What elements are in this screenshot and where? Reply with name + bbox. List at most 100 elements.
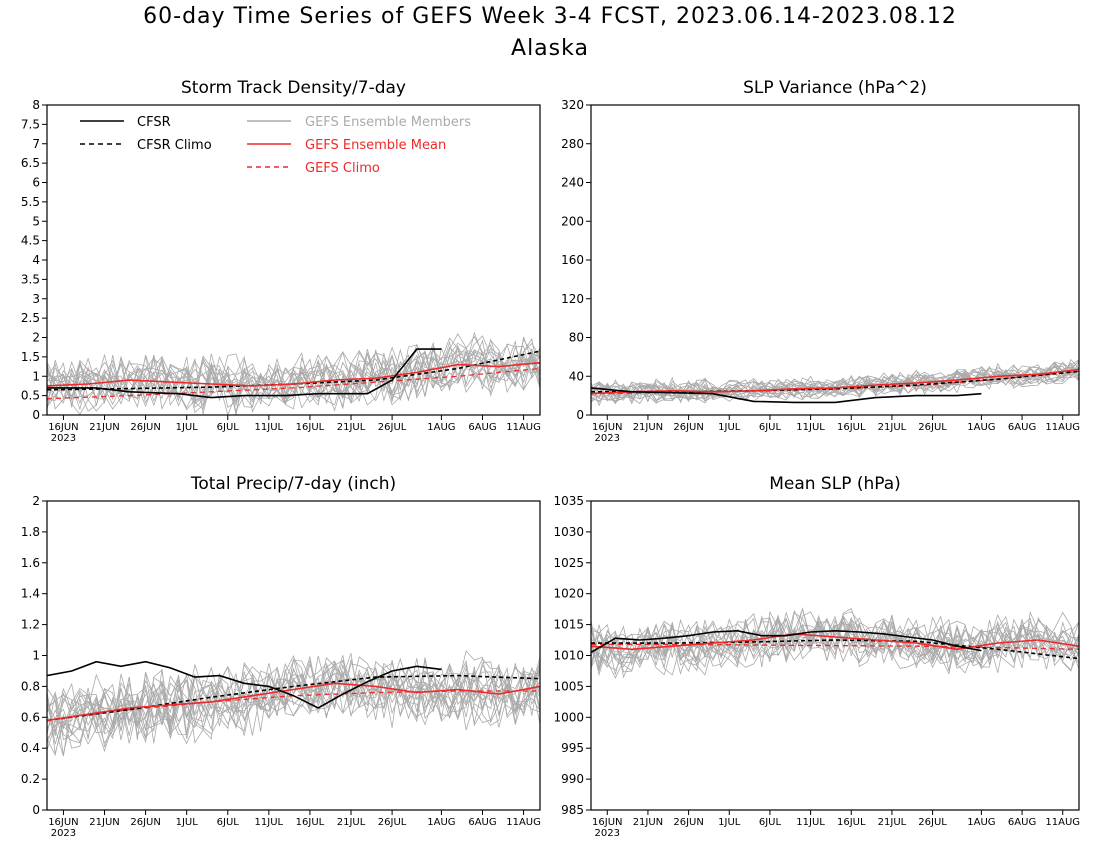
y-tick-label: 1005 bbox=[553, 679, 584, 693]
x-tick-label: 6AUG bbox=[468, 817, 496, 828]
ensemble-member-line bbox=[47, 337, 540, 410]
ensemble-member-line bbox=[47, 351, 540, 405]
x-tick-label: 16JUL bbox=[837, 422, 866, 433]
x-year-label: 2023 bbox=[595, 433, 620, 444]
y-tick-label: 985 bbox=[561, 803, 584, 817]
figure-subtitle: Alaska bbox=[511, 36, 589, 61]
ensemble-member-line bbox=[591, 616, 1079, 676]
x-tick-label: 16JUL bbox=[296, 422, 325, 433]
y-tick-label: 7 bbox=[32, 137, 40, 151]
y-tick-label: 320 bbox=[561, 98, 584, 112]
x-tick-label: 6JUL bbox=[217, 422, 240, 433]
series-line-gefs-climo bbox=[47, 367, 540, 400]
series-line-cfsr bbox=[47, 348, 442, 399]
x-tick-label: 21JUL bbox=[337, 422, 366, 433]
x-tick-label: 26JUN bbox=[130, 817, 160, 828]
x-tick-label: 16JUN bbox=[592, 817, 622, 828]
series-line-gefs-ensemble-mean bbox=[47, 682, 540, 722]
x-tick-label: 1AUG bbox=[427, 422, 455, 433]
x-tick-label: 21JUN bbox=[89, 817, 119, 828]
x-year-label: 2023 bbox=[595, 828, 620, 839]
ensemble-member-line bbox=[591, 367, 1079, 401]
y-tick-label: 240 bbox=[561, 176, 584, 190]
ensemble-member-line bbox=[47, 344, 540, 410]
x-tick-label: 1JUL bbox=[718, 422, 741, 433]
y-tick-label: 0.4 bbox=[21, 741, 40, 755]
legend-label: GEFS Ensemble Members bbox=[305, 115, 471, 130]
ensemble-member-line bbox=[591, 359, 1079, 403]
y-tick-label: 2 bbox=[32, 331, 40, 345]
y-tick-label: 6 bbox=[32, 176, 40, 190]
ensemble-member-line bbox=[591, 613, 1079, 670]
x-tick-label: 21JUL bbox=[878, 422, 907, 433]
panel-frame bbox=[46, 104, 541, 416]
series-line-gefs-climo bbox=[591, 643, 1079, 650]
x-tick-label: 26JUL bbox=[378, 817, 407, 828]
ensemble-member-line bbox=[591, 608, 1079, 672]
x-tick-label: 11AUG bbox=[506, 422, 541, 433]
x-tick-label: 21JUN bbox=[633, 817, 663, 828]
x-tick-label: 16JUN bbox=[48, 422, 78, 433]
series-line-cfsr-climo bbox=[591, 639, 1079, 660]
ensemble-member-line bbox=[47, 335, 540, 412]
x-tick-label: 16JUN bbox=[592, 422, 622, 433]
x-tick-label: 21JUL bbox=[337, 817, 366, 828]
y-tick-label: 40 bbox=[569, 369, 584, 383]
y-tick-label: 995 bbox=[561, 741, 584, 755]
x-tick-label: 26JUL bbox=[918, 422, 947, 433]
ensemble-member-line bbox=[47, 663, 540, 739]
ensemble-member-line bbox=[47, 339, 540, 415]
series-line-cfsr bbox=[47, 660, 442, 709]
x-tick-label: 21JUN bbox=[633, 422, 663, 433]
y-tick-label: 280 bbox=[561, 137, 584, 151]
x-tick-label: 1AUG bbox=[427, 817, 455, 828]
y-tick-label: 1015 bbox=[553, 618, 584, 632]
y-tick-label: 3 bbox=[32, 292, 40, 306]
y-tick-label: 1025 bbox=[553, 556, 584, 570]
y-tick-label: 6.5 bbox=[21, 156, 40, 170]
x-tick-label: 11AUG bbox=[506, 817, 541, 828]
series-line-gefs-ensemble-mean bbox=[591, 633, 1079, 651]
series-line-cfsr-climo bbox=[591, 370, 1079, 393]
y-tick-label: 0.8 bbox=[21, 679, 40, 693]
y-tick-label: 80 bbox=[569, 331, 584, 345]
panel-title: SLP Variance (hPa^2) bbox=[743, 78, 927, 98]
series-line-cfsr bbox=[591, 629, 982, 654]
x-tick-label: 6AUG bbox=[1008, 422, 1036, 433]
y-tick-label: 0 bbox=[576, 408, 584, 422]
x-tick-label: 26JUL bbox=[378, 422, 407, 433]
ensemble-member-line bbox=[591, 611, 1079, 676]
x-tick-label: 11JUL bbox=[255, 817, 284, 828]
y-tick-label: 0 bbox=[32, 803, 40, 817]
y-tick-label: 1035 bbox=[553, 494, 584, 508]
y-tick-label: 2 bbox=[32, 494, 40, 508]
x-tick-label: 1JUL bbox=[176, 817, 199, 828]
x-tick-label: 16JUL bbox=[296, 817, 325, 828]
x-tick-label: 11AUG bbox=[1045, 817, 1080, 828]
x-tick-label: 26JUN bbox=[130, 422, 160, 433]
x-tick-label: 21JUN bbox=[89, 422, 119, 433]
series-line-gefs-ensemble-mean bbox=[47, 361, 540, 387]
x-tick-label: 6JUL bbox=[759, 422, 782, 433]
legend-label: GEFS Ensemble Mean bbox=[305, 138, 446, 153]
y-tick-label: 1.5 bbox=[21, 350, 40, 364]
x-year-label: 2023 bbox=[51, 433, 76, 444]
x-tick-label: 6AUG bbox=[1008, 817, 1036, 828]
y-tick-label: 120 bbox=[561, 292, 584, 306]
y-tick-label: 160 bbox=[561, 253, 584, 267]
x-tick-label: 6JUL bbox=[217, 817, 240, 828]
ensemble-member-line bbox=[47, 345, 540, 415]
legend-label: GEFS Climo bbox=[305, 161, 380, 176]
x-tick-label: 1AUG bbox=[967, 817, 995, 828]
ensemble-member-line bbox=[591, 614, 1079, 673]
y-tick-label: 990 bbox=[561, 772, 584, 786]
y-tick-label: 0 bbox=[32, 408, 40, 422]
y-tick-label: 3.5 bbox=[21, 272, 40, 286]
x-tick-label: 1AUG bbox=[967, 422, 995, 433]
ensemble-member-line bbox=[47, 661, 540, 749]
x-tick-label: 6JUL bbox=[759, 817, 782, 828]
x-tick-label: 11JUL bbox=[796, 422, 825, 433]
x-tick-label: 1JUL bbox=[718, 817, 741, 828]
y-tick-label: 0.2 bbox=[21, 772, 40, 786]
